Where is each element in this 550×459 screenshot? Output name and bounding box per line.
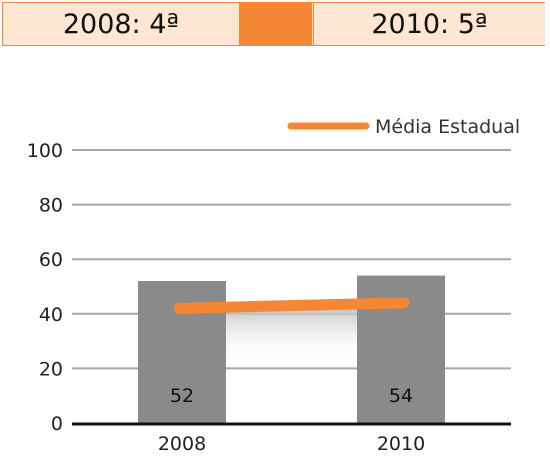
line-shadow-area bbox=[179, 306, 404, 361]
header-right-label: 2010: 5ª bbox=[371, 8, 488, 40]
x-tick-label: 2008 bbox=[158, 433, 206, 455]
x-tick-label: 2010 bbox=[377, 433, 425, 455]
header-bar: 2008: 4ª 2010: 5ª bbox=[2, 2, 545, 46]
legend: Média Estadual bbox=[287, 116, 520, 138]
y-tick-label: 60 bbox=[39, 249, 63, 271]
header-right-cell: 2010: 5ª bbox=[313, 3, 545, 45]
legend-label: Média Estadual bbox=[375, 116, 520, 138]
y-tick-label: 20 bbox=[39, 358, 63, 380]
y-tick-label: 80 bbox=[39, 195, 63, 217]
header-left-cell: 2008: 4ª bbox=[3, 3, 240, 45]
data-labels: 52 54 bbox=[170, 385, 413, 407]
data-label-2008: 52 bbox=[170, 385, 194, 407]
average-line-segment bbox=[173, 297, 410, 314]
x-axis-ticks: 2008 2010 bbox=[158, 433, 425, 455]
average-line bbox=[173, 297, 410, 314]
header-left-label: 2008: 4ª bbox=[62, 8, 180, 40]
y-tick-label: 0 bbox=[51, 413, 63, 435]
y-axis-ticks: 0 20 40 60 80 100 bbox=[27, 140, 63, 435]
line-shadow bbox=[179, 306, 404, 361]
header-accent-block bbox=[240, 3, 312, 45]
y-tick-label: 40 bbox=[39, 304, 63, 326]
y-tick-label: 100 bbox=[27, 140, 63, 162]
data-label-2010: 54 bbox=[389, 385, 413, 407]
